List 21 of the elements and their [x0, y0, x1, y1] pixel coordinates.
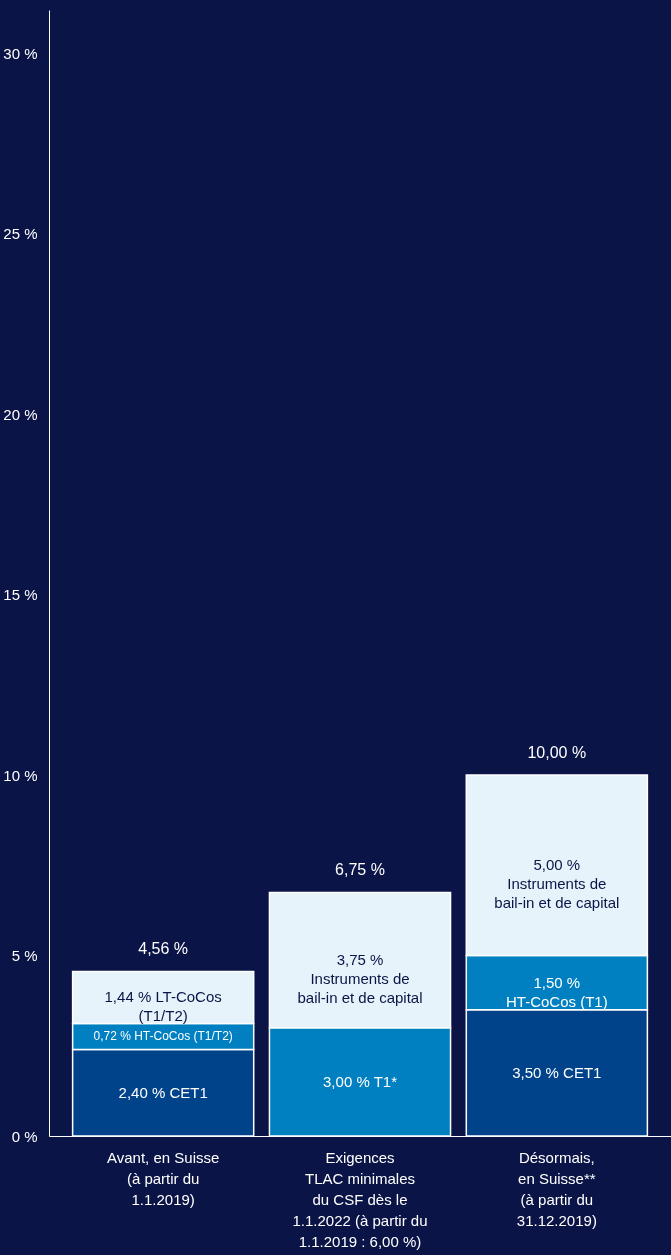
y-tick-label: 25 %: [3, 225, 38, 243]
y-tick-label: 15 %: [3, 586, 38, 604]
data-label: 2,40 % CET1: [118, 1083, 208, 1101]
x-tick-label: Exigences TLAC minimales du CSF dès le 1.1.2022 (à partir du 1.1.2019 : 6,00 %): [292, 1148, 428, 1250]
y-tick-label: 30 %: [3, 44, 38, 62]
data-label: 1,50 % HT-CoCos (T1): [505, 973, 608, 1010]
total-label: 4,56 %: [138, 940, 189, 958]
data-label: 3,50 % CET1: [512, 1063, 602, 1081]
total-label: 10,00 %: [527, 744, 587, 762]
data-label: 3,75 % Instruments de bail-in et de capital: [297, 951, 423, 1007]
total-label: 6,75 %: [335, 861, 385, 879]
data-label: 5,00 % Instruments de bail-in et de capital: [494, 856, 620, 912]
x-tick-label: Avant, en Suisse (à partir du 1.1.2019): [107, 1148, 220, 1208]
data-label: 0,72 % HT-CoCos (T1/T2): [93, 1029, 233, 1044]
y-tick-label: 5 %: [11, 947, 38, 965]
y-tick-label: 20 %: [3, 405, 38, 423]
data-label: 1,44 % LT-CoCos (T1/T2): [104, 988, 222, 1025]
x-tick-label: Désormais, en Suisse** (à partir du 31.12.2019): [516, 1148, 597, 1229]
data-label: 3,00 % T1*: [323, 1072, 398, 1090]
y-tick-label: 0 %: [11, 1127, 38, 1145]
y-tick-label: 10 %: [3, 766, 38, 784]
